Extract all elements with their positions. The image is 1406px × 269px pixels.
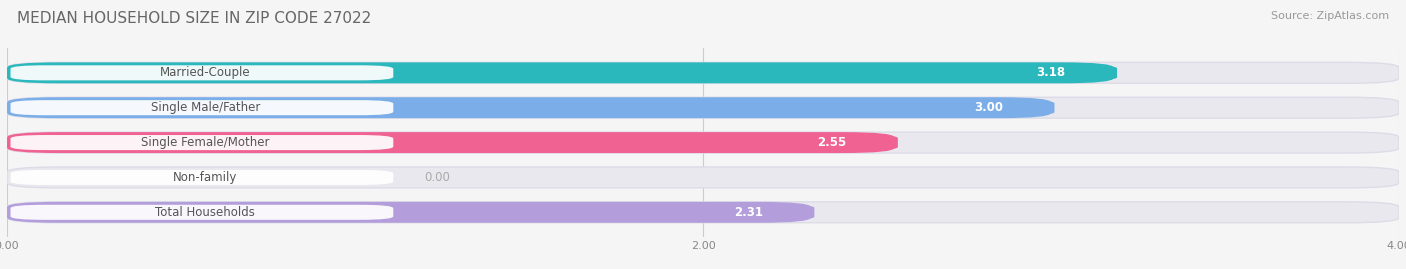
FancyBboxPatch shape <box>10 205 394 220</box>
FancyBboxPatch shape <box>7 97 1050 118</box>
Text: Single Female/Mother: Single Female/Mother <box>141 136 270 149</box>
Text: MEDIAN HOUSEHOLD SIZE IN ZIP CODE 27022: MEDIAN HOUSEHOLD SIZE IN ZIP CODE 27022 <box>17 11 371 26</box>
Text: Source: ZipAtlas.com: Source: ZipAtlas.com <box>1271 11 1389 21</box>
Text: Total Households: Total Households <box>156 206 256 219</box>
FancyBboxPatch shape <box>7 132 894 153</box>
FancyBboxPatch shape <box>10 135 394 150</box>
FancyBboxPatch shape <box>7 97 1399 118</box>
FancyBboxPatch shape <box>10 100 394 115</box>
Text: 2.31: 2.31 <box>734 206 762 219</box>
FancyBboxPatch shape <box>10 65 394 80</box>
Text: Single Male/Father: Single Male/Father <box>150 101 260 114</box>
Text: Non-family: Non-family <box>173 171 238 184</box>
FancyBboxPatch shape <box>7 132 1399 153</box>
Text: 3.18: 3.18 <box>1036 66 1066 79</box>
FancyBboxPatch shape <box>922 100 1054 115</box>
Text: 2.55: 2.55 <box>817 136 846 149</box>
FancyBboxPatch shape <box>10 170 394 185</box>
FancyBboxPatch shape <box>682 205 814 220</box>
Text: 0.00: 0.00 <box>425 171 450 184</box>
FancyBboxPatch shape <box>7 167 1399 188</box>
FancyBboxPatch shape <box>7 62 1114 83</box>
Text: 3.00: 3.00 <box>974 101 1002 114</box>
FancyBboxPatch shape <box>7 202 811 223</box>
FancyBboxPatch shape <box>984 65 1118 80</box>
Text: Married-Couple: Married-Couple <box>160 66 250 79</box>
FancyBboxPatch shape <box>7 202 1399 223</box>
FancyBboxPatch shape <box>766 135 898 150</box>
FancyBboxPatch shape <box>7 62 1399 83</box>
